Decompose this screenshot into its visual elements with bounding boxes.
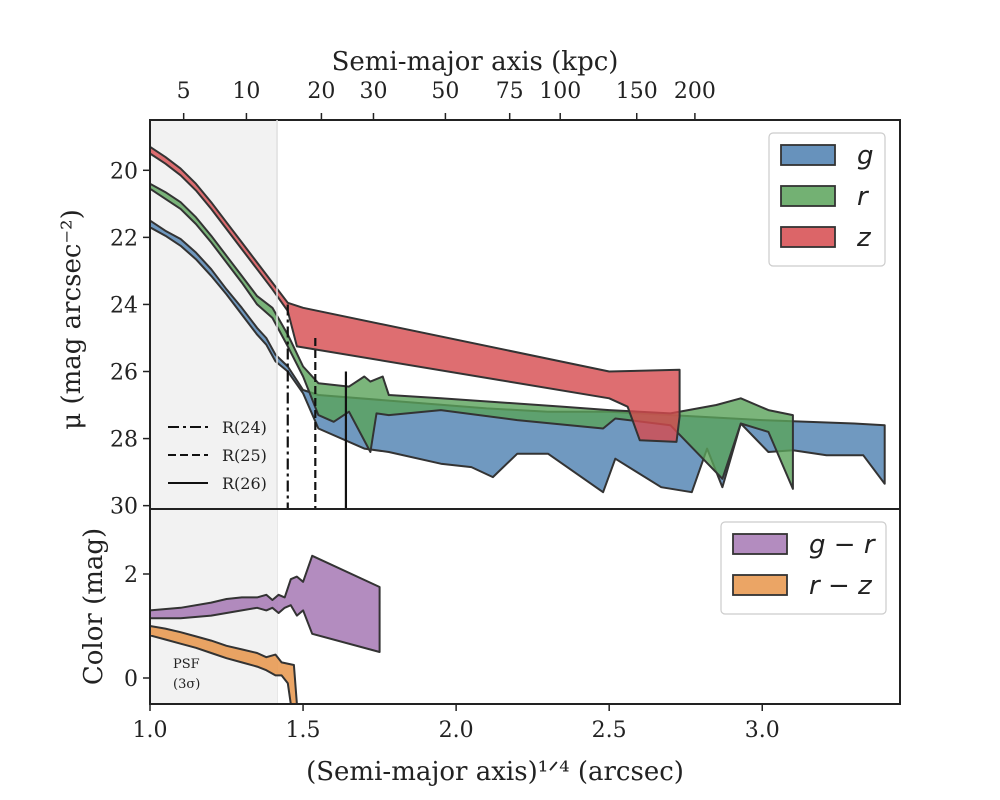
legend-swatch xyxy=(780,185,836,207)
bottom-panel-frame xyxy=(149,508,901,705)
top-tick-label: 30 xyxy=(359,79,387,104)
y-tick-label: 20 xyxy=(110,159,138,184)
bottom-y-axis-label: Color (mag) xyxy=(79,528,109,685)
x-tick-label: 3.0 xyxy=(745,718,780,743)
top-tick-label: 50 xyxy=(431,79,459,104)
legend-label: g xyxy=(857,141,874,171)
color-y-tick-label: 2 xyxy=(124,563,138,588)
y-tick-label: 22 xyxy=(110,226,138,251)
top-tick-label: 100 xyxy=(539,79,581,104)
radius-line-legend: R(24) R(25) R(26) xyxy=(168,418,267,493)
band-legend: grz xyxy=(768,132,886,267)
band-rz xyxy=(150,625,298,704)
legend-label: r − z xyxy=(809,571,873,601)
top-y-axis-label: μ (mag arcsec⁻²) xyxy=(57,209,87,429)
legend-swatch xyxy=(780,226,836,248)
top-tick-label: 20 xyxy=(307,79,335,104)
top-x-axis-label: Semi-major axis (kpc) xyxy=(332,47,619,77)
top-tick-label: 5 xyxy=(177,79,191,104)
x-tick-label: 1.5 xyxy=(286,718,321,743)
top-y-axis-ticks: 20 22 24 26 28 30 xyxy=(110,159,150,520)
psf-sigma-label: (3σ) xyxy=(173,677,200,692)
surface-brightness-series xyxy=(150,145,886,494)
line-legend-label: R(24) xyxy=(222,418,267,437)
top-tick-label: 200 xyxy=(674,79,716,104)
line-legend-label: R(25) xyxy=(222,446,267,465)
x-tick-label: 2.5 xyxy=(592,718,627,743)
legend-swatch xyxy=(780,144,836,166)
color-series xyxy=(150,554,381,704)
legend-swatch xyxy=(732,533,788,555)
isophote-radius-lines xyxy=(286,304,348,509)
legend-swatch xyxy=(732,574,788,596)
y-tick-label: 24 xyxy=(110,293,138,318)
color-panel: PSF (3σ) 02 1.0 1.5 2.0 2.5 3.0 Color (mag) … xyxy=(79,508,901,787)
bottom-x-axis-label: (Semi-major axis)¹ᐟ⁴ (arcsec) xyxy=(306,757,684,787)
band-z xyxy=(150,145,681,443)
x-tick-label: 1.0 xyxy=(133,718,168,743)
y-tick-label: 26 xyxy=(110,361,138,386)
band-gr xyxy=(150,554,381,653)
y-tick-label: 30 xyxy=(110,495,138,520)
bottom-x-axis-ticks: 1.0 1.5 2.0 2.5 3.0 xyxy=(133,704,780,743)
top-tick-label: 10 xyxy=(232,79,260,104)
psf-region xyxy=(150,120,278,509)
color-y-tick-label: 0 xyxy=(124,667,138,692)
legend-label: z xyxy=(856,223,872,253)
top-tick-label: 150 xyxy=(616,79,658,104)
top-tick-label: 75 xyxy=(496,79,524,104)
x-tick-label: 2.0 xyxy=(439,718,474,743)
bottom-y-axis-ticks: 02 xyxy=(124,563,150,692)
top-x-axis-ticks: 5 10 20 30 50 75 100 150 200 xyxy=(177,79,716,120)
psf-label: PSF xyxy=(173,657,200,672)
y-tick-label: 28 xyxy=(110,428,138,453)
legend-label: r xyxy=(857,182,870,212)
legend-label: g − r xyxy=(809,530,877,560)
line-legend-label: R(26) xyxy=(222,474,267,493)
color-legend: g − r r − z xyxy=(720,521,887,615)
